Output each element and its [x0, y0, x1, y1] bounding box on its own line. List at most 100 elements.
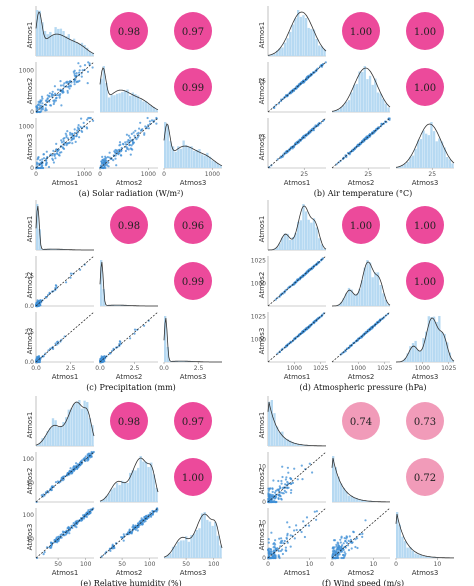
scatter-point [148, 120, 151, 123]
hist-bar [315, 227, 318, 250]
hist-bar [432, 557, 436, 558]
scatter-point [345, 536, 349, 539]
hist-bar [320, 244, 324, 250]
scatter-point [60, 139, 63, 142]
correlation-value: 0.99 [182, 83, 204, 94]
scatter-point [54, 481, 58, 484]
density-line [331, 67, 391, 112]
scatter-point [52, 347, 55, 350]
hist-bar [67, 34, 70, 56]
scatter-point [78, 136, 81, 139]
scatter-point [127, 138, 130, 142]
scatter-point [289, 534, 292, 537]
hist-bar [54, 420, 57, 446]
hist-bar [347, 100, 351, 112]
scatter-point [66, 91, 69, 94]
scatter-point [66, 142, 69, 145]
scatter-point [54, 92, 57, 95]
pair-cell-1-1 [331, 456, 390, 503]
scatter-point [51, 90, 54, 93]
scatter-point [45, 162, 48, 165]
scatter-point [89, 456, 92, 459]
scatter-point [65, 134, 68, 137]
panel-caption: (c) Precipitation (mm) [86, 383, 176, 392]
scatter-point [132, 131, 135, 134]
scatter-point [73, 72, 76, 75]
hist-bar [164, 122, 167, 168]
scatter-point [272, 546, 275, 549]
scatter-point [293, 537, 296, 540]
hist-bar [419, 139, 423, 168]
correlation-circle [174, 402, 212, 440]
scatter-point [65, 281, 68, 284]
scatter-point [86, 118, 89, 121]
x-tick-label: 100 [80, 561, 92, 568]
scatter-point [130, 139, 133, 142]
density-line [268, 205, 327, 251]
scatter-point [301, 137, 304, 140]
scatter-point [79, 65, 82, 68]
hist-bar [307, 219, 310, 250]
scatter-point [61, 476, 64, 480]
hist-bar [43, 31, 47, 56]
scatter-point [55, 536, 58, 539]
x-tick-label: 2.5 [194, 365, 204, 372]
hist-bar [448, 352, 452, 362]
scatter-point [81, 130, 84, 133]
scatter-point [65, 81, 68, 84]
pair-cell-1-2: 0.99 [174, 262, 212, 300]
y-axis-label: Atmos3 [26, 328, 34, 355]
hist-bar [152, 107, 156, 112]
scatter-point [333, 550, 336, 553]
panel-caption: (d) Atmospheric pressure (hPa) [299, 383, 426, 392]
scatter-point [133, 328, 137, 331]
scatter-point [72, 137, 75, 140]
hist-bar [54, 27, 57, 56]
density-line [163, 123, 223, 167]
scatter-point [343, 551, 346, 554]
panel-caption: (e) Relative humidity (%) [80, 579, 181, 586]
scatter-point [273, 500, 277, 504]
x-tick-label: 1000 [351, 365, 366, 372]
hist-bar [113, 95, 116, 112]
x-axis-label: Atmos1 [52, 373, 79, 381]
scatter-point [139, 121, 142, 124]
hist-bar [142, 101, 145, 112]
scatter-point [139, 520, 142, 523]
hist-bar [417, 350, 420, 362]
scatter-point [66, 89, 69, 93]
y-axis-label: Atmos2 [258, 468, 266, 495]
fit-line [35, 507, 95, 559]
scatter-point [52, 102, 55, 106]
correlation-circle [406, 206, 444, 244]
scatter-point [43, 551, 46, 554]
density-line [395, 123, 455, 168]
scatter-point [296, 478, 299, 481]
scatter-point [78, 128, 81, 131]
scatter-point [115, 149, 118, 152]
scatter-point [129, 337, 132, 340]
scatter-point [307, 524, 311, 527]
hist-bar [443, 333, 446, 362]
y-axis-label: Atmos1 [26, 216, 34, 243]
hist-bar [136, 95, 140, 112]
hist-bar [289, 440, 292, 446]
pair-cell-0-2: 0.97 [174, 402, 212, 440]
hist-bar [177, 146, 180, 168]
scatter-point [269, 500, 272, 504]
x-tick-label: 0.0 [95, 365, 105, 372]
x-axis-label: Atmos3 [180, 373, 207, 381]
scatter-point [134, 524, 137, 528]
hist-bar [110, 95, 113, 112]
scatter-point [54, 97, 58, 100]
fit-line [331, 311, 391, 363]
hist-bar [350, 495, 353, 502]
scatter-point [129, 136, 132, 139]
hist-bar [291, 237, 295, 250]
scatter-point [131, 526, 134, 529]
